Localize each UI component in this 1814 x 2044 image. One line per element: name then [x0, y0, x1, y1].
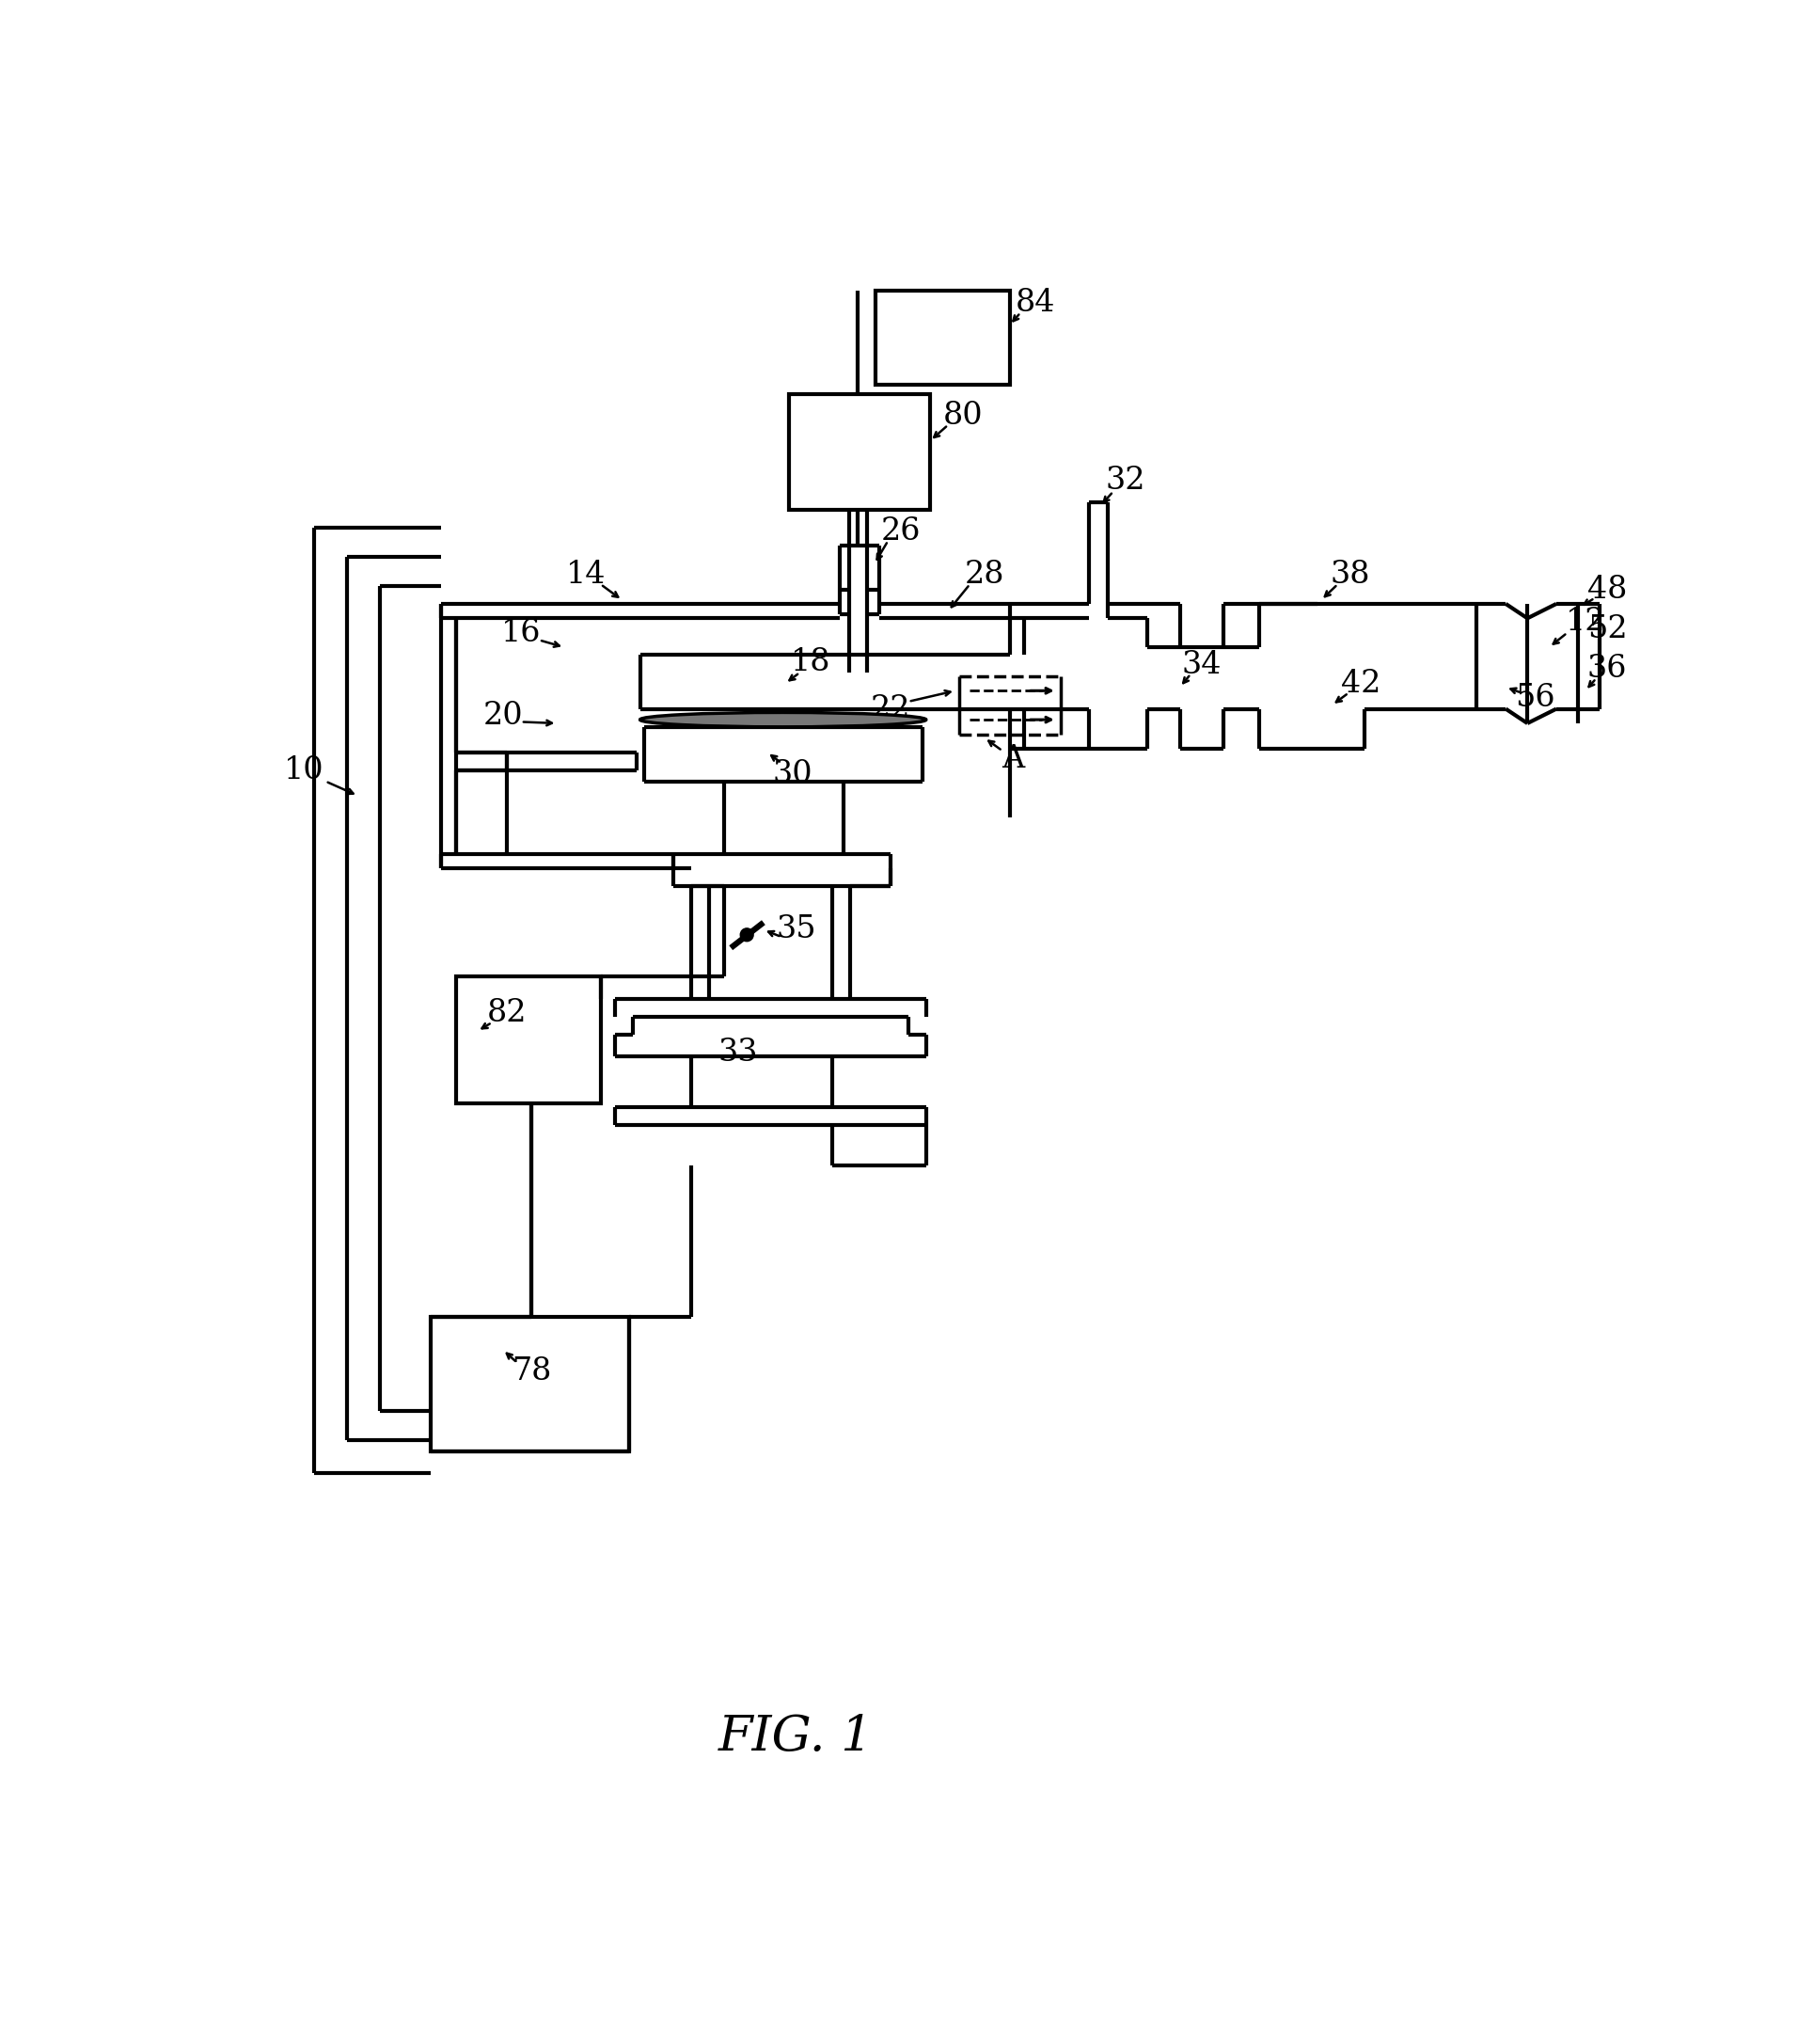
Bar: [455, 977, 600, 1104]
Text: 18: 18: [791, 646, 831, 677]
Text: 80: 80: [943, 401, 983, 431]
Text: 48: 48: [1587, 574, 1627, 605]
Text: 35: 35: [776, 914, 816, 944]
Text: 33: 33: [718, 1038, 758, 1067]
Text: 38: 38: [1330, 560, 1370, 591]
Text: 52: 52: [1587, 613, 1627, 644]
Text: 82: 82: [486, 997, 526, 1028]
Text: 34: 34: [1181, 650, 1221, 681]
Text: 42: 42: [1341, 668, 1380, 699]
Text: 78: 78: [512, 1357, 551, 1386]
Bar: [876, 290, 1010, 384]
Circle shape: [740, 928, 753, 942]
Text: 28: 28: [965, 560, 1005, 591]
Text: 14: 14: [566, 560, 606, 591]
Text: 20: 20: [483, 701, 522, 732]
Bar: [430, 1316, 629, 1451]
Text: 10: 10: [283, 756, 323, 785]
Text: 32: 32: [1105, 466, 1145, 497]
Text: 16: 16: [501, 617, 541, 648]
Text: 30: 30: [773, 758, 813, 789]
Text: 26: 26: [882, 517, 922, 546]
Text: 22: 22: [871, 693, 911, 724]
Text: 12: 12: [1565, 607, 1605, 638]
Text: 56: 56: [1515, 683, 1555, 713]
Text: 36: 36: [1587, 654, 1627, 685]
Ellipse shape: [640, 713, 927, 728]
Text: FIG. 1: FIG. 1: [718, 1713, 874, 1762]
Bar: [789, 394, 931, 509]
Text: A: A: [1001, 744, 1025, 775]
Text: 84: 84: [1016, 288, 1056, 319]
